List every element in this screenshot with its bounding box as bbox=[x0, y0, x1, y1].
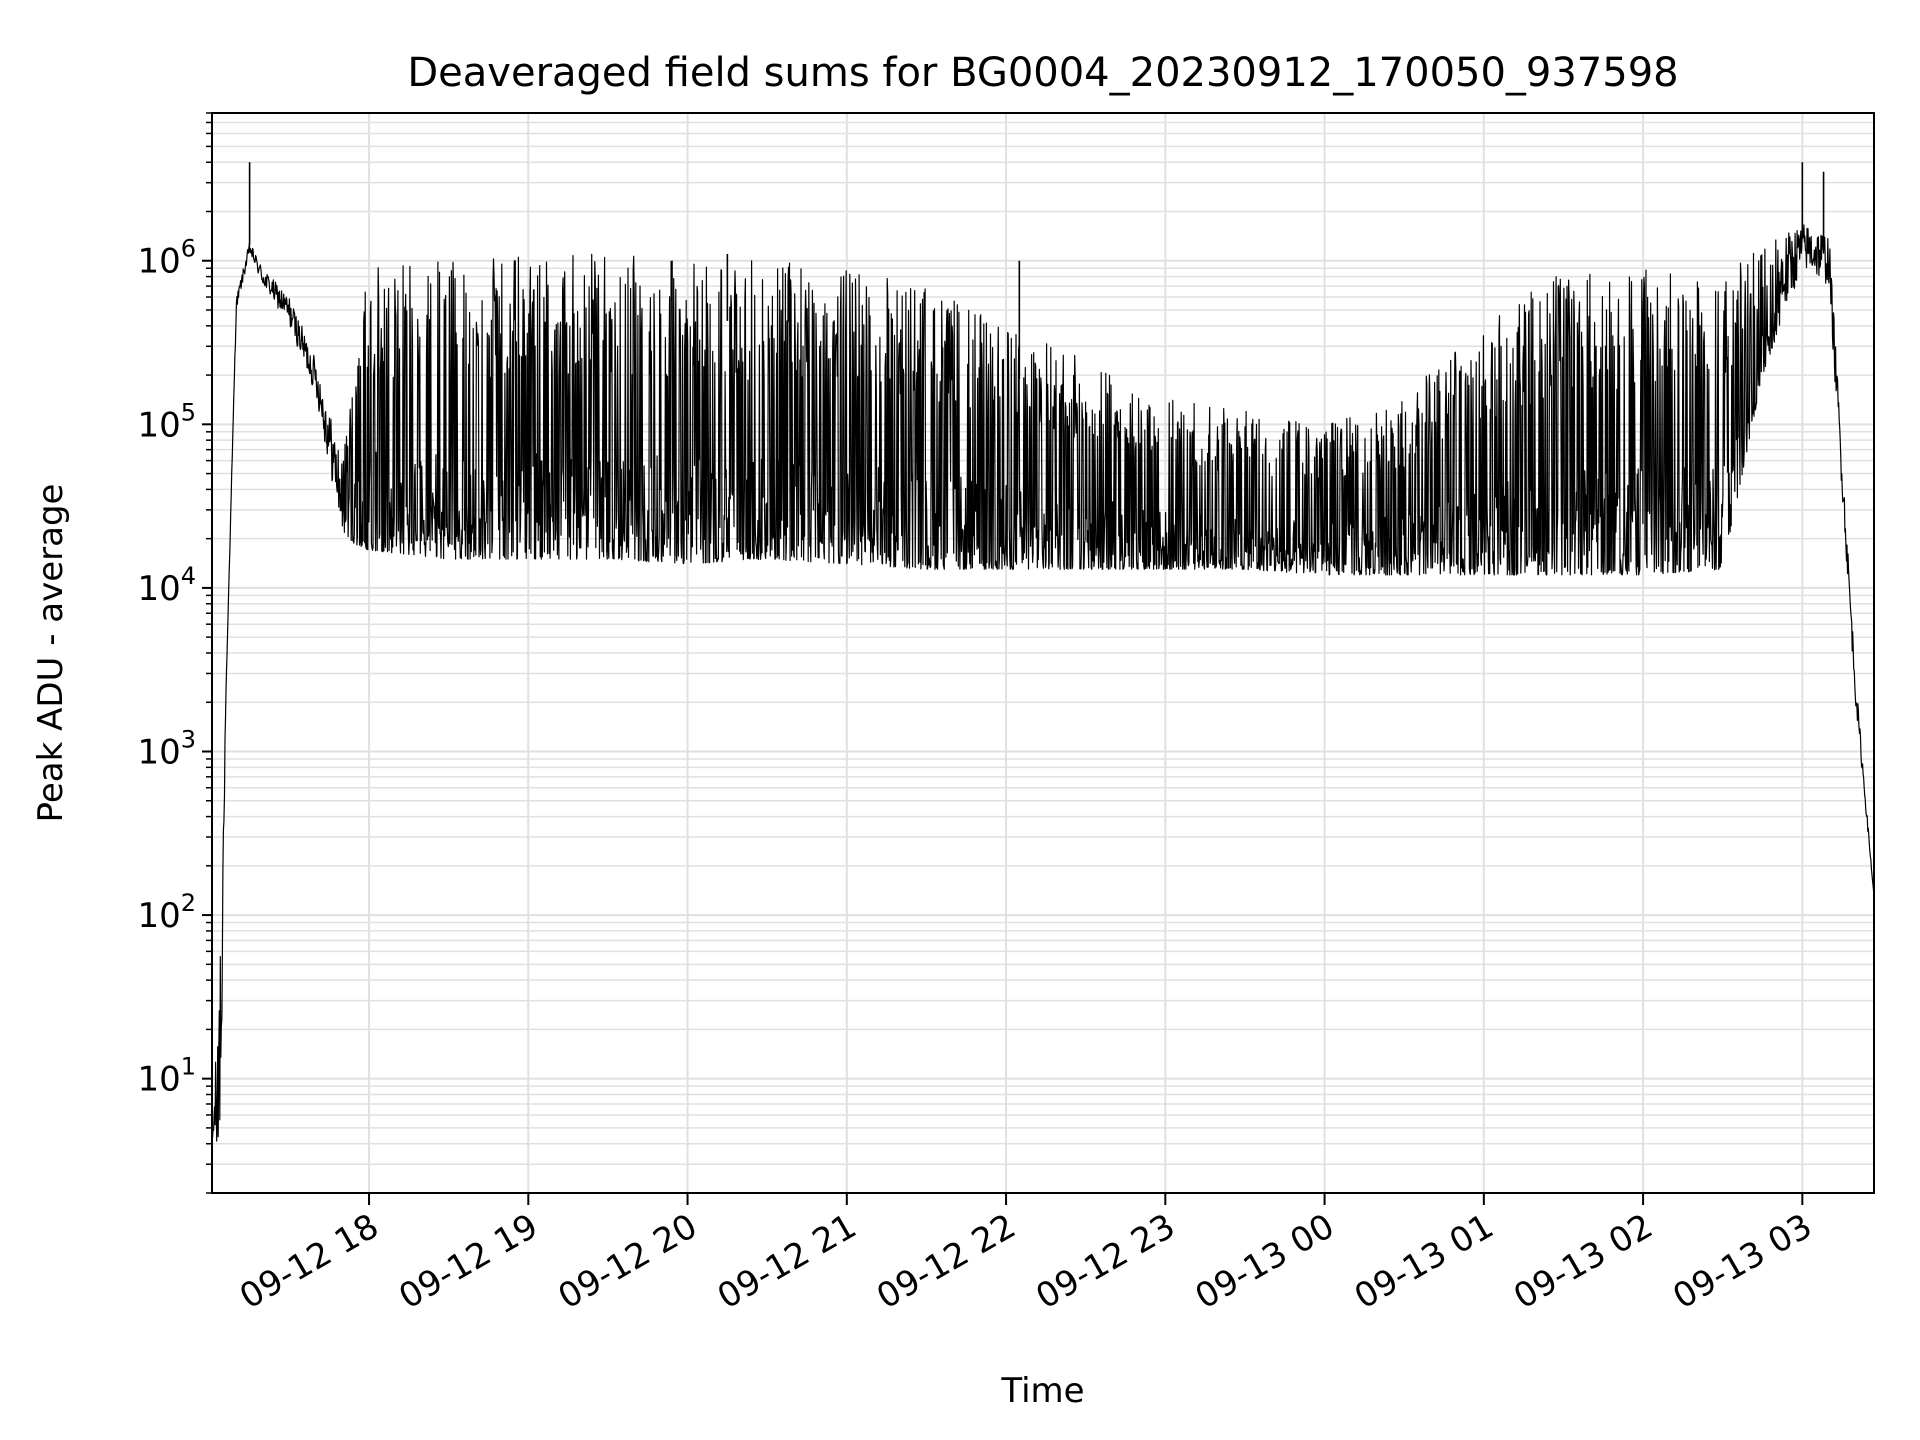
x-tick-label: 09-12 19 bbox=[392, 1206, 544, 1317]
x-tick-label: 09-13 03 bbox=[1666, 1206, 1818, 1317]
y-tick-label: 101 bbox=[137, 1053, 196, 1100]
y-tick-label: 103 bbox=[137, 725, 196, 772]
grid bbox=[212, 112, 1874, 1194]
series-layer bbox=[211, 162, 1875, 1144]
x-tick-label: 09-13 00 bbox=[1189, 1206, 1341, 1317]
x-tick-label: 09-13 02 bbox=[1507, 1206, 1659, 1317]
x-axis-label: Time bbox=[1000, 1371, 1084, 1411]
y-axis-label: Peak ADU - average bbox=[31, 484, 71, 823]
x-tick-label: 09-12 21 bbox=[711, 1206, 863, 1317]
y-tick-label: 104 bbox=[137, 562, 196, 609]
x-tick-label: 09-13 01 bbox=[1348, 1206, 1500, 1317]
x-tick-label: 09-12 22 bbox=[870, 1206, 1022, 1317]
x-tick-label: 09-12 18 bbox=[233, 1206, 385, 1317]
x-axis: 09-12 18 09-12 19 09-12 20 09-12 21 09-12 22… bbox=[233, 1193, 1819, 1317]
chart-title: Deaveraged field sums for BG0004_2023091… bbox=[407, 50, 1678, 96]
series-line bbox=[211, 224, 1875, 1144]
y-tick-label: 105 bbox=[137, 398, 196, 445]
y-axis: 101 102 103 104 105 106 bbox=[137, 112, 212, 1194]
y-tick-label: 106 bbox=[137, 235, 196, 282]
x-tick-label: 09-12 23 bbox=[1029, 1206, 1181, 1317]
y-tick-label: 102 bbox=[137, 889, 196, 936]
x-tick-label: 09-12 20 bbox=[552, 1206, 704, 1317]
